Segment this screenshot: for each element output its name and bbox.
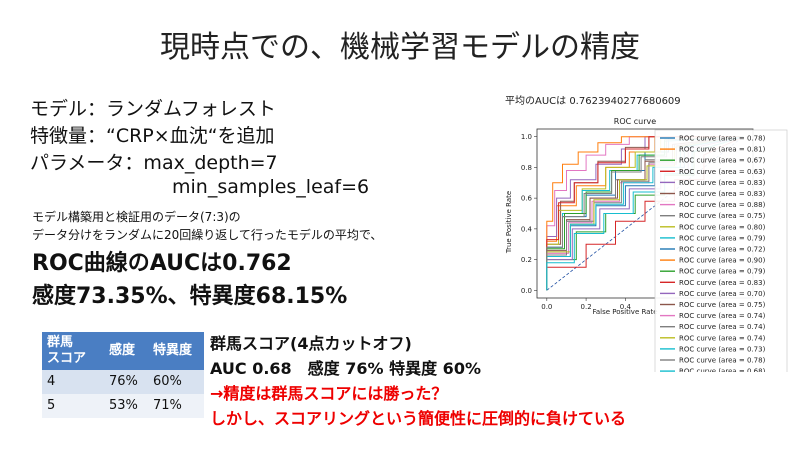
legend-entry: ROC curve (area = 0.78): [679, 135, 766, 143]
legend-entry: ROC curve (area = 0.83): [679, 190, 766, 198]
legend-entry: ROC curve (area = 0.75): [679, 301, 766, 309]
legend-entry: ROC curve (area = 0.78): [679, 357, 766, 365]
model-line: モデル：ランダムフォレスト: [30, 98, 276, 120]
gunma-stats: AUC 0.68 感度 76% 特異度 60%: [210, 359, 481, 378]
auc-result: ROC曲線のAUCは0.762: [32, 251, 292, 276]
table-cell: 76%: [104, 370, 148, 394]
legend-entry: ROC curve (area = 0.73): [679, 345, 766, 353]
param-line: パラメータ：max_depth=7: [30, 152, 278, 174]
y-tick-label: 0.8: [521, 164, 532, 172]
y-tick-label: 0.0: [521, 287, 532, 295]
gunma-score-table: 群馬 スコア 感度 特異度 4 76% 60% 5 53% 71%: [42, 332, 204, 418]
legend-entry: ROC curve (area = 0.79): [679, 234, 766, 242]
legend-entry: ROC curve (area = 0.75): [679, 212, 766, 220]
chart-title: ROC curve: [614, 117, 656, 126]
y-tick-label: 0.6: [521, 195, 533, 203]
x-tick-label: 0.2: [581, 303, 592, 311]
legend-entry: ROC curve (area = 0.74): [679, 323, 766, 331]
roc-series-line: [546, 136, 744, 291]
comment-line-1: →精度は群馬スコアには勝った？: [210, 384, 448, 403]
chart-caption: 平均のAUCは 0.7623940277680609: [505, 95, 681, 107]
gunma-title: 群馬スコア(4点カットオフ): [210, 334, 412, 353]
y-tick-label: 0.2: [521, 256, 532, 264]
legend-entry: ROC curve (area = 0.88): [679, 201, 766, 209]
legend-entry: ROC curve (area = 0.63): [679, 168, 766, 176]
note-line-2: データ分けをランダムに20回繰り返して行ったモデルの平均で、: [32, 228, 383, 242]
table-header: 感度: [104, 332, 148, 370]
param-line-2: min_samples_leaf=6: [172, 176, 370, 198]
legend-entry: ROC curve (area = 0.70): [679, 290, 766, 298]
legend-entry: ROC curve (area = 0.74): [679, 312, 766, 320]
table-header: 特異度: [148, 332, 204, 370]
comment-line-2: しかし、スコアリングという簡便性に圧倒的に負けている: [210, 409, 627, 428]
feature-line: 特徴量：“CRP×血沈“を追加: [30, 125, 275, 147]
legend-entry: ROC curve (area = 0.90): [679, 257, 766, 265]
legend-entry: ROC curve (area = 0.83): [679, 179, 766, 187]
note-line-1: モデル構築用と検証用のデータ(7:3)の: [32, 210, 241, 224]
roc-series-line: [546, 136, 744, 291]
table-cell: 53%: [104, 394, 148, 418]
roc-series-line: [546, 136, 744, 291]
x-axis-label: False Positive Rate: [592, 308, 657, 316]
legend-entry: ROC curve (area = 0.79): [679, 268, 766, 276]
table-header-row: 群馬 スコア 感度 特異度: [42, 332, 204, 370]
legend-entry: ROC curve (area = 0.67): [679, 157, 766, 165]
table-row: 4 76% 60%: [42, 370, 204, 394]
legend-entry: ROC curve (area = 0.83): [679, 279, 766, 287]
y-tick-label: 0.4: [521, 225, 533, 233]
legend-entry: ROC curve (area = 0.72): [679, 246, 766, 254]
legend-entry: ROC curve (area = 0.81): [679, 146, 766, 154]
table-header: 群馬 スコア: [42, 332, 104, 370]
roc-chart: 平均のAUCは 0.7623940277680609 ROC curve Fal…: [505, 95, 788, 372]
x-tick-label: 0.4: [620, 303, 632, 311]
legend-box: [654, 129, 788, 372]
legend-entry: ROC curve (area = 0.68): [679, 368, 766, 372]
slide-title: 現時点での、機械学習モデルの精度: [160, 30, 640, 65]
legend-entry: ROC curve (area = 0.80): [679, 223, 766, 231]
y-axis-label: True Positive Rate: [505, 191, 513, 254]
table-cell: 5: [42, 394, 104, 418]
x-tick-label: 0.0: [541, 303, 552, 311]
y-tick-label: 1.0: [521, 133, 532, 141]
sensitivity-specificity: 感度73.35%、特異度68.15%: [32, 284, 348, 309]
table-cell: 4: [42, 370, 104, 394]
legend: ROC curve (area = 0.78) ROC curve (area =…: [654, 129, 788, 372]
table-cell: 60%: [148, 370, 204, 394]
legend-entry: ROC curve (area = 0.74): [679, 334, 766, 342]
table-cell: 71%: [148, 394, 204, 418]
table-row: 5 53% 71%: [42, 394, 204, 418]
